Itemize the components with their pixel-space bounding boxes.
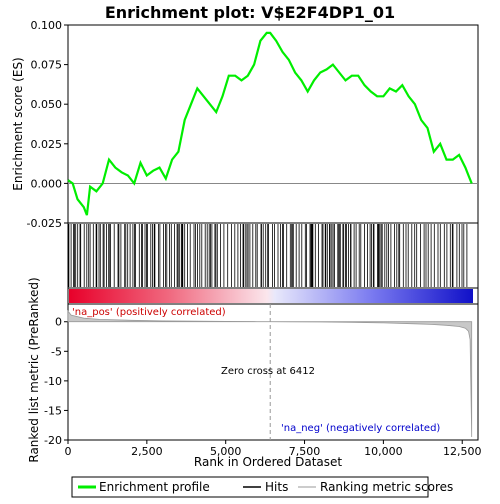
x-tick-label: 7,500	[289, 445, 321, 458]
x-axis: 0 2,500 5,000 7,500 10,000 12,500	[65, 440, 482, 458]
legend-metric-label: Ranking metric scores	[320, 480, 453, 494]
metric-y-tick-label: -10	[44, 375, 62, 388]
es-y-tick-label: 0.025	[31, 138, 63, 151]
negative-correlation-label: 'na_neg' (negatively correlated)	[281, 423, 440, 434]
legend-hits-label: Hits	[265, 480, 288, 494]
es-y-tick-label: 0.050	[31, 98, 63, 111]
enrichment-profile-line	[67, 31, 473, 216]
metric-y-tick-label: -15	[44, 404, 62, 417]
es-y-tick-label: 0.000	[31, 177, 63, 190]
metric-y-tick-label: -5	[51, 345, 62, 358]
positive-correlation-label: 'na_pos' (positively correlated)	[72, 307, 226, 318]
x-tick-label: 5,000	[210, 445, 242, 458]
hit-marks	[68, 224, 468, 287]
chart-title: Enrichment plot: V$E2F4DP1_01	[105, 3, 395, 22]
es-y-tick-label: -0.025	[27, 217, 62, 230]
zero-cross-label: Zero cross at 6412	[221, 366, 315, 377]
x-tick-label: 12,500	[443, 445, 482, 458]
rank-gradient-bar	[69, 289, 473, 303]
x-tick-label: 0	[65, 445, 72, 458]
es-y-tick-label: 0.100	[31, 19, 63, 32]
ranking-metric-area	[67, 309, 473, 438]
legend-enrichment-label: Enrichment profile	[99, 480, 210, 494]
hits-panel	[67, 222, 479, 289]
metric-y-tick-label: 0	[55, 316, 62, 329]
es-y-axis: -0.025 0.000 0.025 0.050 0.075 0.100	[27, 19, 68, 230]
es-y-tick-label: 0.075	[31, 59, 63, 72]
x-axis-label: Rank in Ordered Dataset	[194, 455, 342, 469]
legend: Enrichment profile Hits Ranking metric s…	[71, 476, 453, 498]
x-tick-label: 2,500	[131, 445, 163, 458]
es-y-axis-label: Enrichment score (ES)	[11, 57, 25, 190]
metric-y-tick-label: -20	[44, 434, 62, 447]
x-tick-label: 10,000	[364, 445, 403, 458]
metric-y-axis-label: Ranked list metric (PreRanked)	[27, 277, 41, 462]
metric-y-axis: 0 -5 -10 -15 -20	[44, 316, 68, 447]
metric-plot-frame	[67, 303, 479, 441]
